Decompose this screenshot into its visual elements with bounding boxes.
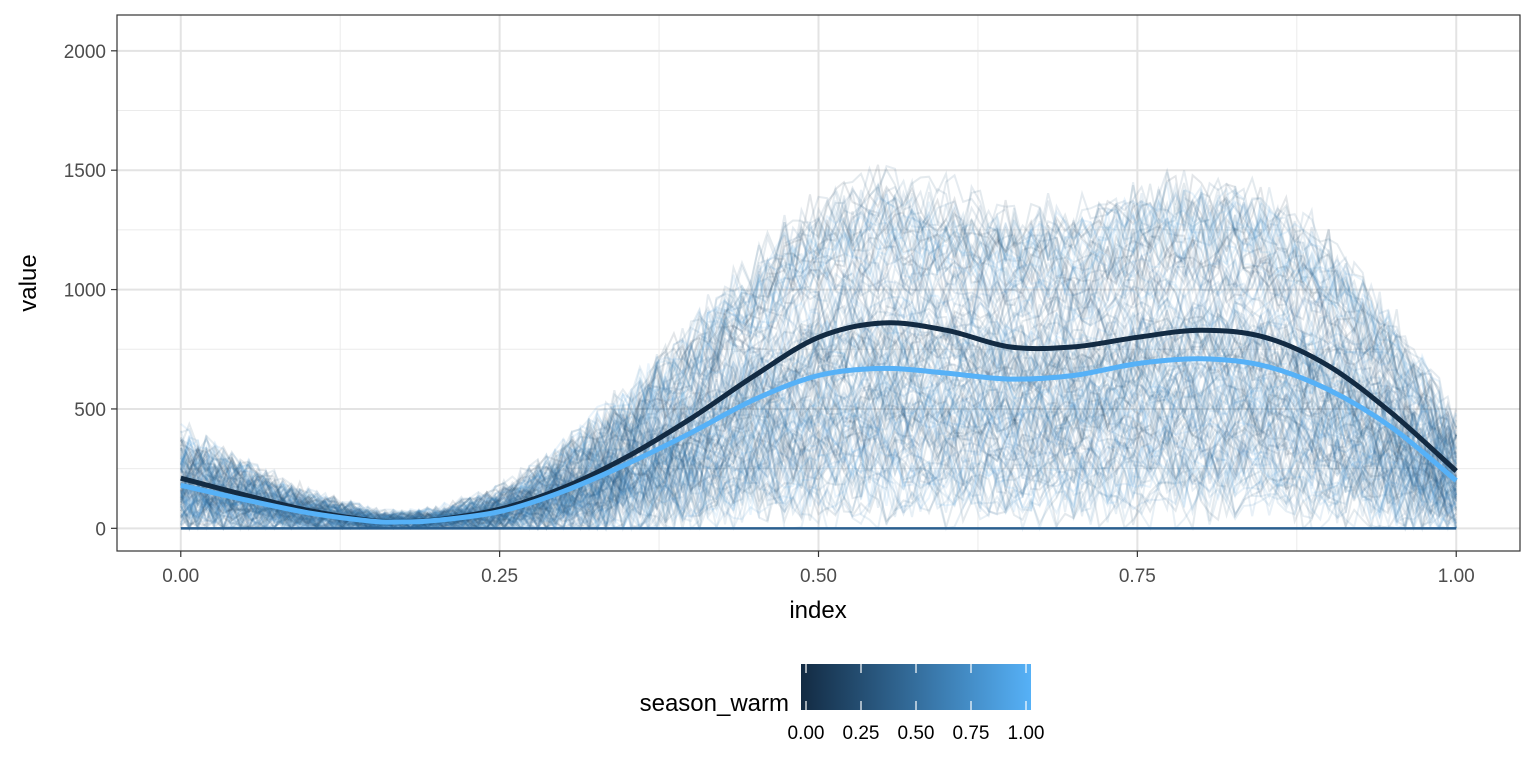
raw-series-line <box>179 234 1458 526</box>
y-tick-label: 500 <box>74 400 106 421</box>
raw-series-line <box>179 353 1458 530</box>
colorbar-tick-label: 1.00 <box>1008 723 1045 744</box>
y-tick-label: 1500 <box>64 161 106 182</box>
raw-series-line <box>179 214 1457 525</box>
y-tick-label: 1000 <box>64 281 106 302</box>
x-tick-label: 0.50 <box>800 566 837 587</box>
raw-series-line <box>179 238 1458 525</box>
raw-series-line <box>179 404 1458 530</box>
raw-series-line <box>179 198 1457 524</box>
x-tick-label: 0.00 <box>162 566 199 587</box>
raw-series-line <box>179 298 1458 529</box>
raw-series-line <box>179 455 1458 532</box>
raw-series-line <box>179 414 1457 532</box>
raw-series-line <box>179 296 1457 528</box>
raw-series-line <box>179 231 1458 525</box>
plot-panel <box>116 14 1521 552</box>
raw-series-line <box>179 376 1457 530</box>
raw-series-line <box>179 437 1458 533</box>
smooth-line-warm-1 <box>180 356 1458 525</box>
legend-title: season_warm <box>640 690 789 717</box>
raw-series-line <box>180 362 1458 530</box>
raw-series-line <box>180 220 1458 528</box>
raw-series-line <box>179 312 1457 528</box>
raw-series-line <box>180 186 1458 525</box>
y-tick-label: 0 <box>95 519 106 540</box>
raw-series-line <box>179 258 1457 526</box>
raw-series-line <box>179 196 1458 523</box>
raw-series-line <box>179 382 1457 531</box>
raw-series-line <box>179 254 1457 527</box>
raw-series-line <box>179 177 1458 523</box>
x-tick-label: 0.75 <box>1119 566 1156 587</box>
raw-series-line <box>179 187 1457 522</box>
raw-series-line <box>179 204 1458 527</box>
raw-series-line <box>179 208 1458 526</box>
x-axis-title: index <box>789 597 846 624</box>
raw-series-line <box>179 412 1458 531</box>
colorbar-ticks: 0.00 0.25 0.50 0.75 1.00 <box>788 664 1045 744</box>
raw-series-line <box>179 262 1458 527</box>
x-tick-label: 1.00 <box>1438 566 1475 587</box>
raw-series-line <box>180 404 1457 531</box>
raw-series-line <box>179 181 1458 525</box>
legend: season_warm 0.00 0.25 0.50 0.75 1.00 <box>640 664 1045 744</box>
raw-series-line <box>179 448 1457 532</box>
raw-series-line <box>179 237 1458 528</box>
colorbar-tick-label: 0.50 <box>898 723 935 744</box>
raw-series-line <box>179 275 1458 523</box>
raw-series-line <box>179 201 1457 523</box>
raw-series-line <box>180 305 1457 529</box>
y-tick-label: 2000 <box>64 42 106 63</box>
raw-series-line <box>180 164 1458 520</box>
raw-series-line <box>180 238 1458 528</box>
raw-series-line <box>179 367 1458 528</box>
raw-series-line <box>179 204 1457 526</box>
raw-series-line <box>179 399 1457 531</box>
raw-series-line <box>179 318 1458 530</box>
smooth-series-lines <box>180 320 1458 525</box>
colorbar-tick-label: 0.25 <box>843 723 880 744</box>
raw-series-line <box>180 357 1457 530</box>
colorbar-tick-label: 0.00 <box>788 723 825 744</box>
raw-series-line <box>180 398 1457 531</box>
raw-series-line <box>179 352 1458 530</box>
raw-series-line <box>180 273 1458 528</box>
y-axis: 0 500 1000 1500 2000 <box>64 42 117 540</box>
raw-series-line <box>179 223 1458 526</box>
raw-series-line <box>179 258 1458 528</box>
raw-series-line <box>180 272 1458 527</box>
raw-series-line <box>179 265 1458 529</box>
raw-series-line <box>180 320 1458 528</box>
raw-series-line <box>179 429 1457 531</box>
raw-series-line <box>179 351 1457 530</box>
x-tick-label: 0.25 <box>481 566 518 587</box>
colorbar-tick-label: 0.75 <box>953 723 990 744</box>
y-axis-title: value <box>15 254 42 311</box>
raw-series-line <box>180 403 1458 530</box>
raw-series-line <box>179 352 1457 530</box>
raw-series-line <box>179 328 1458 530</box>
raw-series-line <box>180 359 1458 530</box>
raw-series-line <box>179 384 1457 531</box>
raw-series-line <box>179 315 1458 530</box>
raw-series-line <box>180 181 1458 519</box>
raw-series-line <box>179 397 1457 530</box>
x-axis: 0.00 0.25 0.50 0.75 1.00 <box>162 551 1475 587</box>
